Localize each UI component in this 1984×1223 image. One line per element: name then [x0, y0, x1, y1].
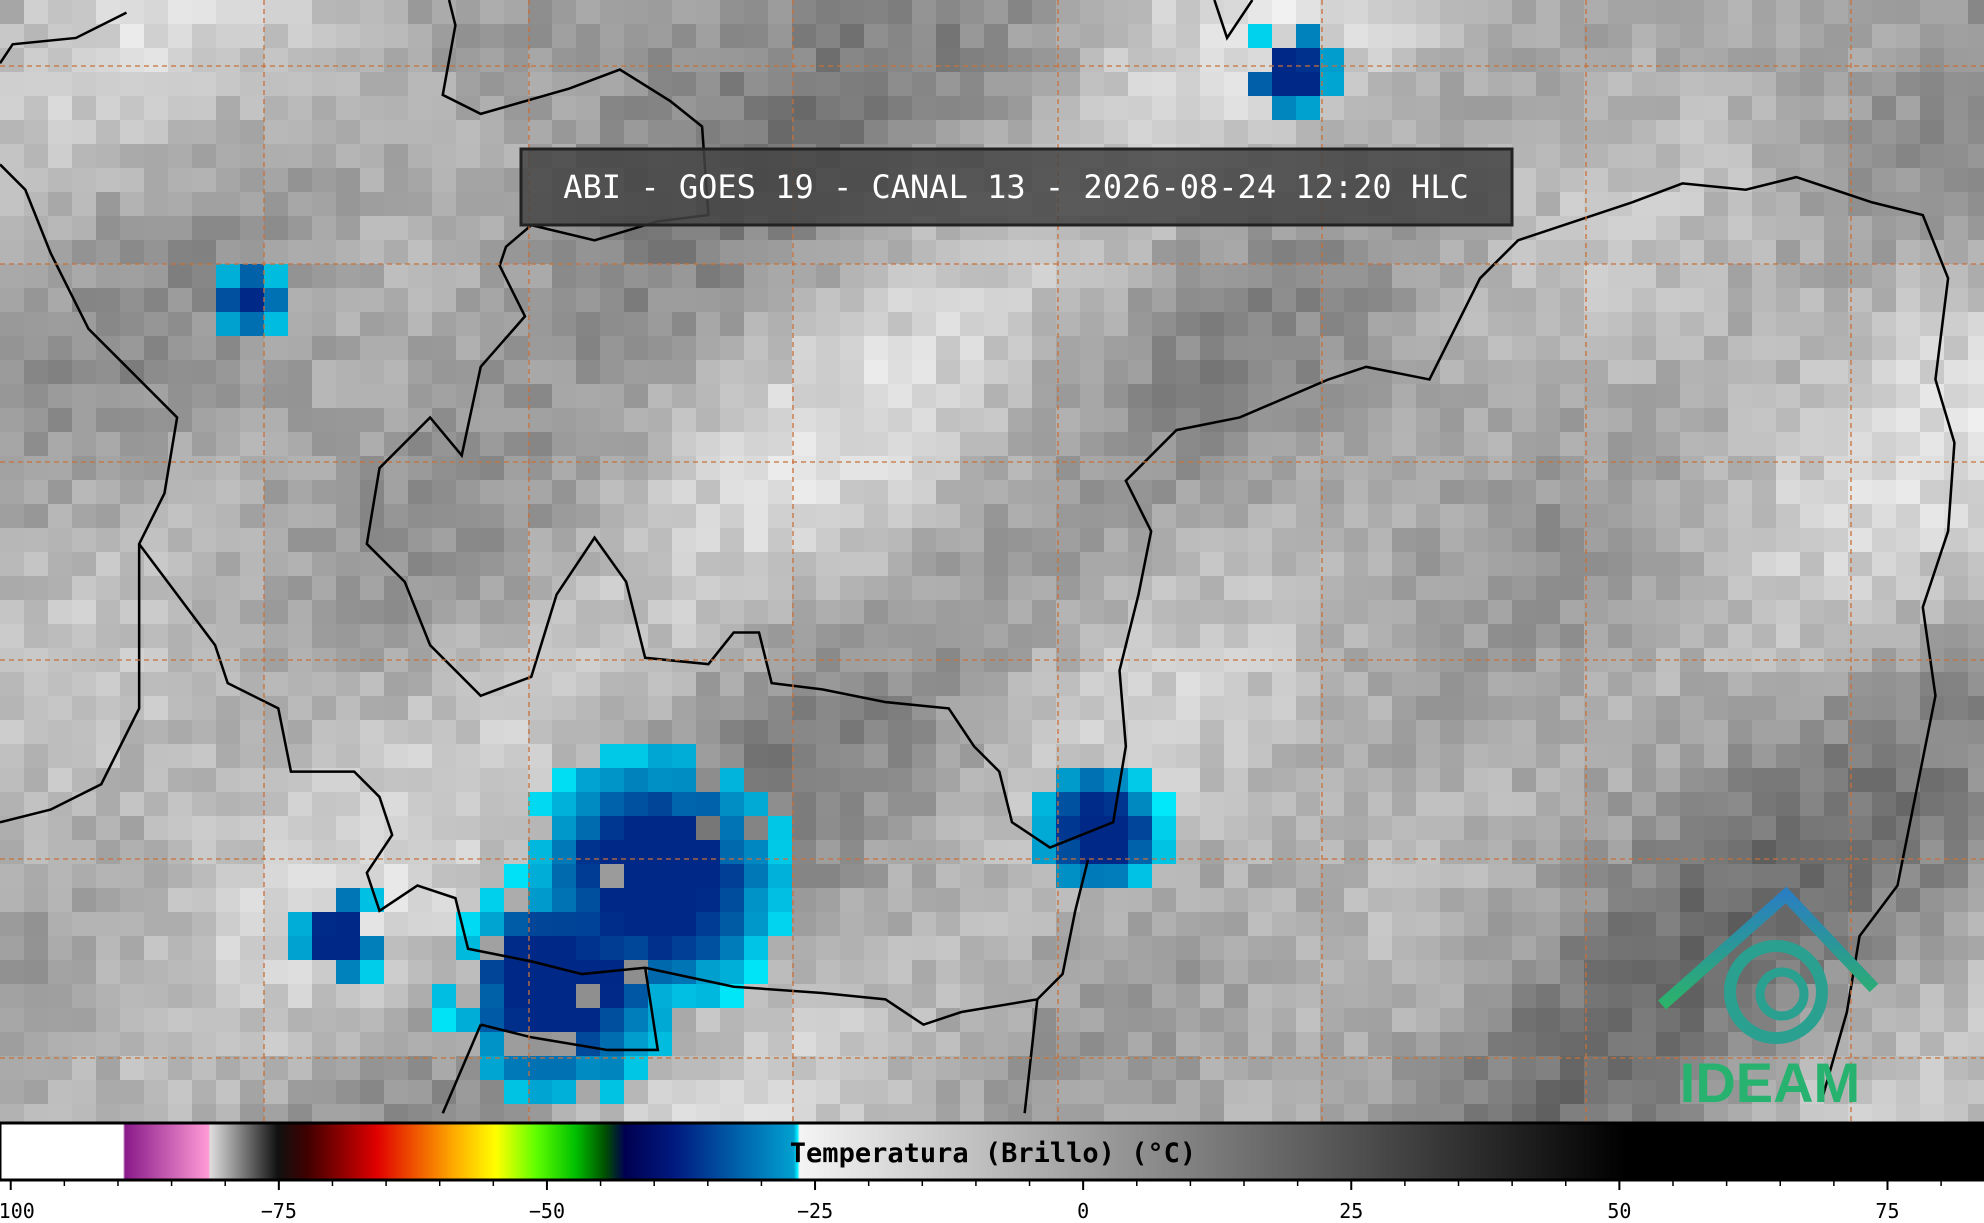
colorbar: Temperatura (Brillo) (°C) −100 −75 −50 −25 0…	[0, 1121, 1984, 1223]
tick-label: 75	[1875, 1199, 1899, 1223]
colorbar-label: Temperatura (Brillo) (°C)	[790, 1138, 1196, 1169]
lat-lon-grid	[0, 0, 1984, 1121]
tick-label: −25	[797, 1199, 833, 1223]
tick-label: 50	[1607, 1199, 1631, 1223]
title-box: ABI - GOES 19 - CANAL 13 - 2026-08-24 12…	[519, 147, 1514, 227]
logo: IDEAM	[1658, 886, 1879, 1114]
tick-label: −75	[261, 1199, 297, 1223]
tick-label: −50	[529, 1199, 565, 1223]
brightness-temperature-pixels	[0, 0, 1984, 1128]
colorbar-ramp	[0, 1121, 1984, 1182]
tick-label: 25	[1339, 1199, 1363, 1223]
tick-label: −100	[0, 1199, 35, 1223]
logo-text: IDEAM	[1680, 1051, 1860, 1114]
tick-label: 0	[1077, 1199, 1089, 1223]
title: ABI - GOES 19 - CANAL 13 - 2026-08-24 12…	[563, 168, 1468, 206]
borders	[0, 0, 1956, 1114]
